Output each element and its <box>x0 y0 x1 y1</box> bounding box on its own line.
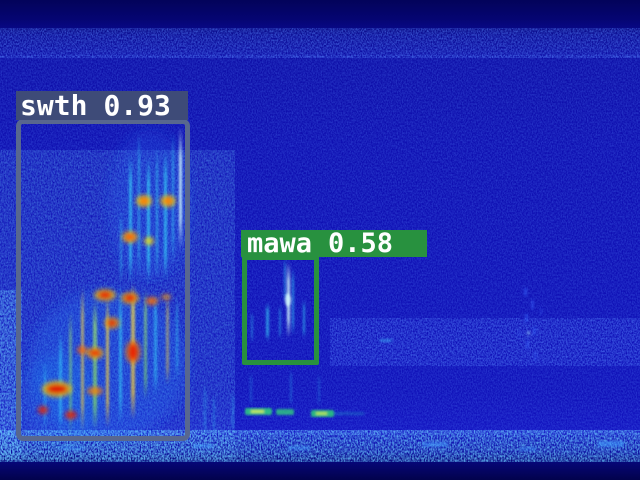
mawa-call-streaks <box>250 258 320 406</box>
right-faint-streak-cluster <box>380 288 542 360</box>
detection-confidence: 0.93 <box>103 89 171 122</box>
detection-confidence: 0.58 <box>328 228 394 259</box>
detection-label-mawa: mawa 0.58 <box>241 228 427 259</box>
detection-class-name: mawa <box>247 228 313 259</box>
detection-box-mawa <box>242 255 319 365</box>
bottom-band-dashes <box>60 441 624 451</box>
detection-class-name: swth <box>20 89 88 122</box>
detection-box-swth <box>16 119 190 441</box>
mawa-lower-dashes <box>245 408 364 417</box>
swth-call-lower-hotspots <box>38 289 171 419</box>
detection-label-swth: swth 0.93 <box>16 91 188 120</box>
swth-call-upper-hotspots <box>122 195 176 245</box>
